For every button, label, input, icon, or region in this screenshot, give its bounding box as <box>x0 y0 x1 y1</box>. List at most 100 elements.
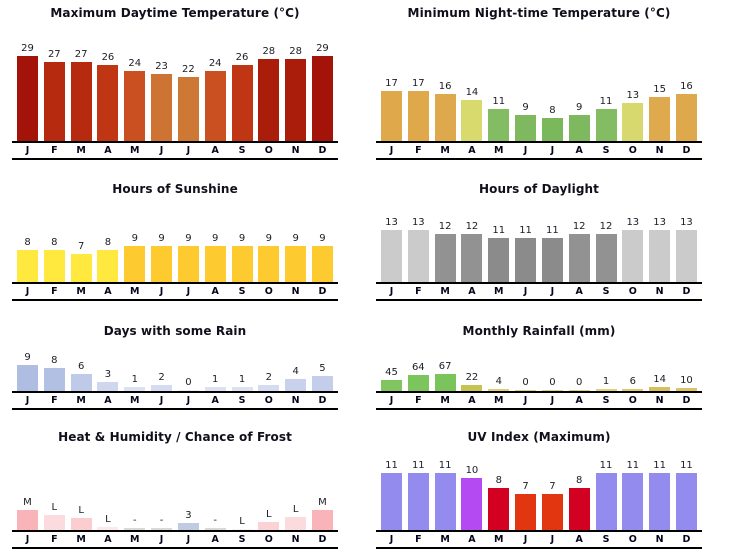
bar-value-label: 9 <box>522 102 529 113</box>
bottom-rule <box>376 158 702 160</box>
month-label: A <box>104 395 112 406</box>
bar-column: 16 <box>434 81 456 141</box>
bar <box>675 230 697 282</box>
bar-value-label: 23 <box>155 61 168 72</box>
bar-column: - <box>151 515 173 530</box>
bar-column: 11 <box>434 460 456 530</box>
bar <box>622 103 644 141</box>
chart-title: UV Index (Maximum) <box>467 430 611 444</box>
bar-column: 17 <box>407 78 429 141</box>
bar-column: 9 <box>177 234 199 282</box>
bar-value-label: 8 <box>495 475 502 486</box>
bar-column: 14 <box>461 88 483 141</box>
bar-value-label: - <box>213 515 217 526</box>
bar-column: - <box>124 515 146 530</box>
bar-column: 3 <box>177 510 199 530</box>
bar <box>407 91 429 141</box>
month-label: O <box>264 534 273 545</box>
month-label: S <box>602 534 610 545</box>
bar-value-label: 67 <box>438 361 452 372</box>
bar-value-label: 26 <box>101 52 115 63</box>
bar-value-label: 17 <box>411 78 425 89</box>
bar <box>285 246 307 282</box>
bar-value-label: 11 <box>411 460 425 471</box>
bar <box>649 473 671 530</box>
chart-title: Maximum Daytime Temperature (°C) <box>50 6 300 20</box>
bar <box>43 515 65 530</box>
bar-column: 64 <box>407 363 429 391</box>
month-label: F <box>415 145 422 156</box>
bar-value-label: 9 <box>292 233 299 244</box>
bar-value-label: 11 <box>599 96 613 107</box>
bar-value-label: 6 <box>77 361 85 372</box>
bottom-rule <box>12 547 338 549</box>
bar <box>151 74 173 141</box>
bar-value-label: 8 <box>576 475 583 486</box>
month-label: A <box>104 286 112 297</box>
bar <box>177 246 199 282</box>
month-label: M <box>440 145 450 156</box>
bar-value-label: 16 <box>680 81 693 92</box>
bar-value-label: 16 <box>438 81 452 92</box>
bar <box>258 246 280 282</box>
bar <box>675 94 697 141</box>
bar-value-label: - <box>132 515 137 526</box>
month-label: J <box>25 534 30 545</box>
month-label: A <box>211 286 219 297</box>
bar <box>407 230 429 282</box>
bar <box>622 230 644 282</box>
month-label: M <box>76 534 86 545</box>
bar-column: 7 <box>70 242 92 282</box>
bar-value-label: - <box>159 515 164 526</box>
bar-value-label: 11 <box>599 460 613 471</box>
bar-value-label: 11 <box>492 96 506 107</box>
month-label: N <box>291 534 300 545</box>
bar-value-label: 9 <box>319 233 326 244</box>
bar <box>515 115 537 141</box>
bar-value-label: 1 <box>212 374 219 385</box>
bar-column: 9 <box>311 233 333 282</box>
month-label: M <box>76 395 86 406</box>
bar-value-label: L <box>105 514 111 525</box>
bar-column: 4 <box>285 366 307 391</box>
bar-column: 13 <box>622 218 644 282</box>
month-label: J <box>389 395 394 406</box>
bar-value-label: L <box>292 504 299 515</box>
bar-value-label: 27 <box>47 49 61 60</box>
bar <box>568 488 590 530</box>
bar-value-label: 0 <box>576 376 583 388</box>
bar <box>151 385 173 391</box>
bar-value-label: 24 <box>208 58 222 69</box>
bar-column: 29 <box>17 44 38 141</box>
month-label: J <box>159 145 164 156</box>
bar <box>434 473 456 530</box>
bar-column: 9 <box>231 234 253 282</box>
bar <box>70 254 92 282</box>
bar <box>568 389 590 391</box>
bar-value-label: L <box>51 502 58 513</box>
month-label: M <box>440 534 450 545</box>
bar <box>541 238 563 282</box>
bar-value-label: 9 <box>24 352 31 363</box>
bar-column: 3 <box>97 370 119 391</box>
bar <box>381 91 402 141</box>
bar <box>381 380 402 391</box>
bar-value-label: 3 <box>185 510 192 521</box>
month-label: A <box>104 534 112 545</box>
x-axis-line <box>12 141 338 143</box>
bar-value-label: 0 <box>185 377 192 388</box>
month-label: M <box>130 534 140 545</box>
month-label: J <box>159 395 164 406</box>
month-label: D <box>318 145 327 156</box>
bar-value-label: 11 <box>438 460 452 471</box>
month-label: N <box>291 395 300 406</box>
bar-column: 0 <box>541 377 563 391</box>
bar-value-label: 4 <box>292 366 299 377</box>
bar <box>488 238 510 282</box>
month-label: J <box>159 534 164 545</box>
bar-column: 9 <box>17 353 38 391</box>
bar <box>204 71 226 141</box>
bar <box>311 376 333 391</box>
month-label: N <box>655 145 664 156</box>
